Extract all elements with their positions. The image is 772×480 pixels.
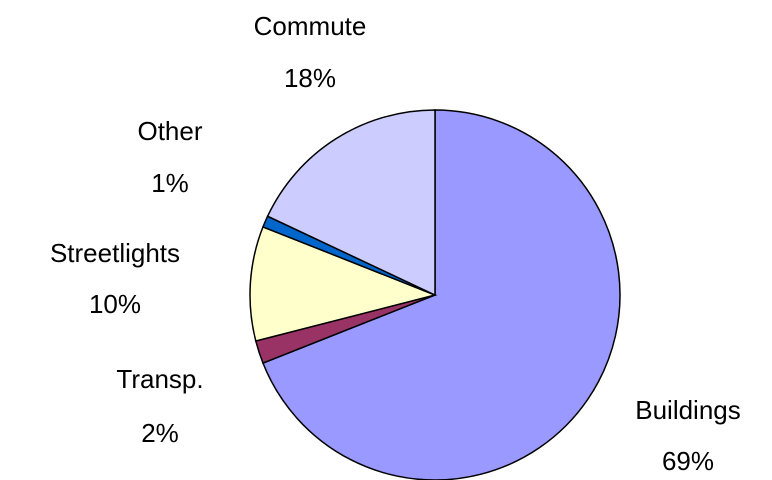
slice-value-label: 1% [151, 168, 189, 198]
slice-label: Buildings [635, 395, 741, 425]
slice-value-label: 10% [89, 289, 141, 319]
slice-value-label: 18% [284, 63, 336, 93]
slice-value-label: 69% [662, 446, 714, 476]
pie-slice [262, 109, 621, 480]
slice-value-label: 2% [141, 418, 179, 448]
pie-slice [249, 225, 438, 342]
slice-label: Other [137, 116, 202, 146]
slice-label: Transp. [116, 364, 203, 394]
slice-label: Commute [254, 11, 367, 41]
slice-label: Streetlights [50, 238, 180, 268]
pie-slice [266, 109, 436, 297]
